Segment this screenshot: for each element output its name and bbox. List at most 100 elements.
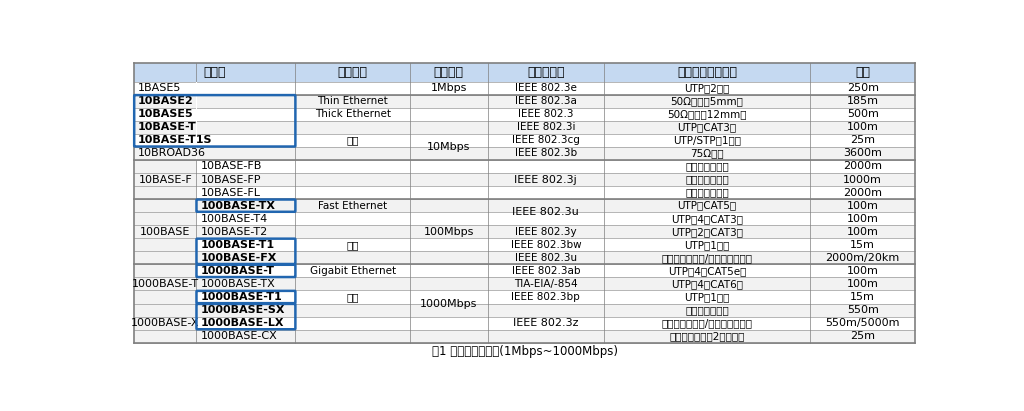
Bar <box>134 82 915 95</box>
Text: 主な使用ケーブル: 主な使用ケーブル <box>677 66 737 79</box>
Text: 1000BASE-SX: 1000BASE-SX <box>201 305 285 315</box>
Text: UTP（CAT3）: UTP（CAT3） <box>678 122 736 132</box>
Text: IEEE 802.3u: IEEE 802.3u <box>515 253 577 263</box>
Text: 光マルチモード: 光マルチモード <box>685 305 729 315</box>
Text: 光マルチモード: 光マルチモード <box>685 187 729 198</box>
Text: 10BASE-T: 10BASE-T <box>138 122 197 132</box>
Text: 100m: 100m <box>847 227 879 237</box>
Text: 2000m: 2000m <box>843 162 883 171</box>
Text: IEEE 802.3y: IEEE 802.3y <box>515 227 577 237</box>
Bar <box>134 160 197 199</box>
Text: 10BASE2: 10BASE2 <box>138 96 194 106</box>
Text: 100BASE-T2: 100BASE-T2 <box>201 227 267 237</box>
Text: 50Ω同軸（5mm）: 50Ω同軸（5mm） <box>671 96 743 106</box>
Bar <box>134 212 915 225</box>
Text: Thin Ethernet: Thin Ethernet <box>317 96 388 106</box>
Text: 100m: 100m <box>847 214 879 224</box>
Text: 100m: 100m <box>847 279 879 289</box>
Text: Fast Ethernet: Fast Ethernet <box>318 201 387 211</box>
Text: 光マルチモード/シングルモード: 光マルチモード/シングルモード <box>662 318 753 328</box>
Text: IEEE 802.3e: IEEE 802.3e <box>515 83 577 93</box>
Text: 250m: 250m <box>847 83 879 93</box>
Text: 10BASE-T1S: 10BASE-T1S <box>138 135 213 145</box>
Text: UTP（4対CAT3）: UTP（4対CAT3） <box>671 214 743 224</box>
Text: 1BASE5: 1BASE5 <box>138 83 181 93</box>
Text: 100Mbps: 100Mbps <box>424 227 474 237</box>
Text: 550m: 550m <box>847 305 879 315</box>
Text: 100BASE: 100BASE <box>140 227 190 237</box>
Text: 規格名: 規格名 <box>204 66 226 79</box>
Text: UTP（4対CAT6）: UTP（4対CAT6） <box>671 279 743 289</box>
Bar <box>134 173 915 186</box>
Text: IEEE 802.3cg: IEEE 802.3cg <box>512 135 580 145</box>
Text: 車載: 車載 <box>346 135 358 145</box>
Text: 100m: 100m <box>847 201 879 211</box>
Bar <box>196 147 198 160</box>
Bar <box>134 160 915 173</box>
Text: 1000BASE-CX: 1000BASE-CX <box>201 331 278 341</box>
Bar <box>134 252 915 264</box>
Text: 光マルチモード: 光マルチモード <box>685 162 729 171</box>
Bar <box>134 147 915 160</box>
Bar <box>134 95 915 108</box>
Bar <box>134 238 915 252</box>
Text: 通信速度: 通信速度 <box>434 66 464 79</box>
Text: TIA-EIA/-854: TIA-EIA/-854 <box>514 279 578 289</box>
Text: 同軸ケーブル（2芯並行）: 同軸ケーブル（2芯並行） <box>670 331 744 341</box>
Text: 185m: 185m <box>847 96 879 106</box>
Text: 1000BASE-T: 1000BASE-T <box>201 266 274 276</box>
Text: IEEE 802.3j: IEEE 802.3j <box>514 175 578 185</box>
Text: 100m: 100m <box>847 122 879 132</box>
Text: 10BROAD36: 10BROAD36 <box>138 148 206 159</box>
Text: 10Mbps: 10Mbps <box>427 142 470 152</box>
Text: UTP（4対CAT5e）: UTP（4対CAT5e） <box>668 266 746 276</box>
Text: 100BASE-T1: 100BASE-T1 <box>201 240 274 250</box>
Bar <box>134 304 197 343</box>
Text: 25m: 25m <box>850 135 876 145</box>
Text: 550m/5000m: 550m/5000m <box>825 318 900 328</box>
Text: 1000BASE-X: 1000BASE-X <box>131 318 200 328</box>
Text: 1000BASE-T1: 1000BASE-T1 <box>201 292 282 302</box>
Text: 100BASE-TX: 100BASE-TX <box>201 201 275 211</box>
Bar <box>196 95 198 108</box>
Text: 一般呼称: 一般呼称 <box>338 66 368 79</box>
Text: 10BASE-FP: 10BASE-FP <box>201 175 261 185</box>
Text: 車載: 車載 <box>346 292 358 302</box>
Text: 1000BASE-T: 1000BASE-T <box>132 279 199 289</box>
Text: IEEE 802.3z: IEEE 802.3z <box>513 318 579 328</box>
Bar <box>134 199 197 264</box>
Bar <box>196 108 198 121</box>
Text: 25m: 25m <box>850 331 876 341</box>
Text: IEEE 802.3a: IEEE 802.3a <box>515 96 577 106</box>
Text: 光マルチモード: 光マルチモード <box>685 175 729 185</box>
Text: 標準化規格: 標準化規格 <box>527 66 564 79</box>
Text: IEEE 802.3ab: IEEE 802.3ab <box>512 266 581 276</box>
Bar <box>134 121 915 134</box>
Text: 車載: 車載 <box>346 240 358 250</box>
Text: 図1 物理層規格一覧(1Mbps~1000Mbps): 図1 物理層規格一覧(1Mbps~1000Mbps) <box>432 345 617 358</box>
Bar <box>196 82 198 95</box>
Text: UTP（CAT5）: UTP（CAT5） <box>678 201 736 211</box>
Text: 3600m: 3600m <box>844 148 883 159</box>
Bar <box>196 121 198 134</box>
Bar <box>134 291 915 304</box>
Text: IEEE 802.3bp: IEEE 802.3bp <box>512 292 581 302</box>
Text: 10BASE-FL: 10BASE-FL <box>201 187 260 198</box>
Text: UTP（2対CAT3）: UTP（2対CAT3） <box>671 227 743 237</box>
Text: 2000m/20km: 2000m/20km <box>825 253 900 263</box>
Text: 距離: 距離 <box>855 66 870 79</box>
Text: 15m: 15m <box>850 240 876 250</box>
Text: 500m: 500m <box>847 109 879 119</box>
Text: 1000BASE-TX: 1000BASE-TX <box>201 279 275 289</box>
Bar <box>134 264 915 277</box>
Text: 50Ω同軸（12mm）: 50Ω同軸（12mm） <box>668 109 746 119</box>
Text: IEEE 802.3u: IEEE 802.3u <box>512 207 580 217</box>
Text: 光マルチモード/シングルモード: 光マルチモード/シングルモード <box>662 253 753 263</box>
Text: 1000BASE-LX: 1000BASE-LX <box>201 318 284 328</box>
Text: 10BASE5: 10BASE5 <box>138 109 194 119</box>
Text: UTP（1対）: UTP（1対） <box>684 240 730 250</box>
Text: 1000m: 1000m <box>844 175 883 185</box>
Bar <box>134 186 915 199</box>
Text: 100BASE-T4: 100BASE-T4 <box>201 214 267 224</box>
Bar <box>134 277 915 291</box>
